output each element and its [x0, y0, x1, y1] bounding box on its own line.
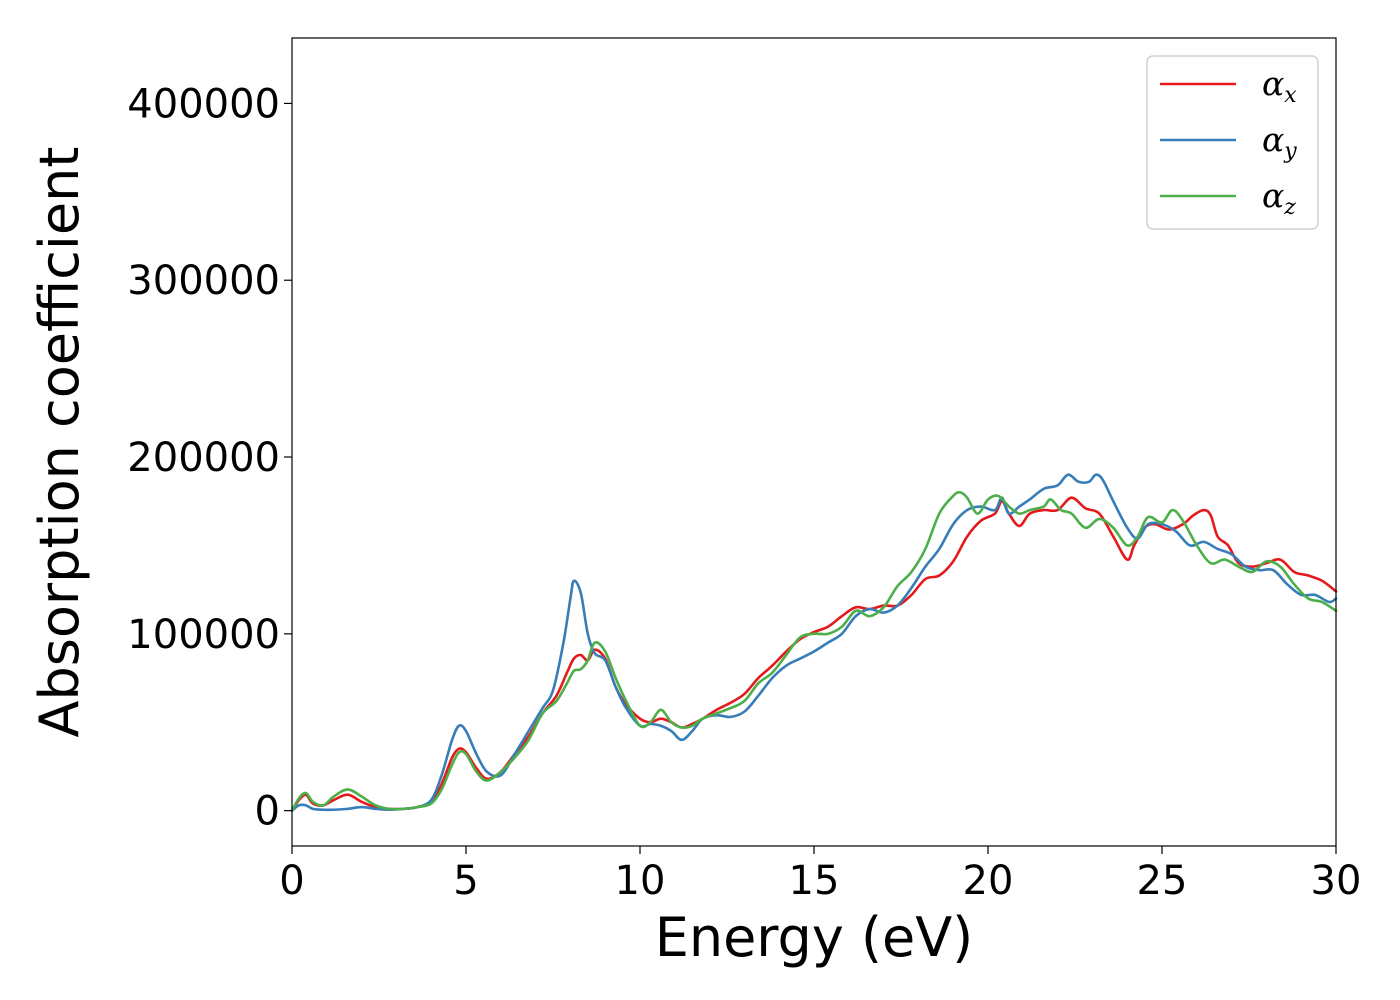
x-axis-label: Energy (eV) [655, 906, 974, 969]
y-tick-label: 300000 [127, 258, 280, 304]
legend-box [1146, 55, 1319, 230]
x-tick-label: 30 [1311, 858, 1362, 904]
series-line-alpha-x [290, 496, 1338, 812]
x-tick-label: 10 [615, 858, 666, 904]
x-tick-label: 15 [789, 858, 840, 904]
x-axis: 0 5 10 15 20 25 30 [279, 846, 1361, 904]
y-tick-label: 100000 [127, 612, 280, 658]
legend-label-alpha-z: αz [1262, 176, 1296, 220]
x-tick-label: 5 [453, 858, 478, 904]
x-tick-label: 0 [279, 858, 304, 904]
x-tick-label: 20 [963, 858, 1014, 904]
y-tick-label: 0 [255, 789, 280, 835]
y-axis-label: Absorption coefficient [28, 147, 91, 738]
x-tick-label: 25 [1137, 858, 1188, 904]
y-tick-label: 200000 [127, 435, 280, 481]
series-line-alpha-y [290, 473, 1338, 812]
series-line-alpha-z [290, 491, 1338, 812]
y-tick-label: 400000 [127, 81, 280, 127]
series-layer [290, 473, 1338, 812]
y-axis: 0 100000 200000 300000 400000 [127, 81, 292, 835]
